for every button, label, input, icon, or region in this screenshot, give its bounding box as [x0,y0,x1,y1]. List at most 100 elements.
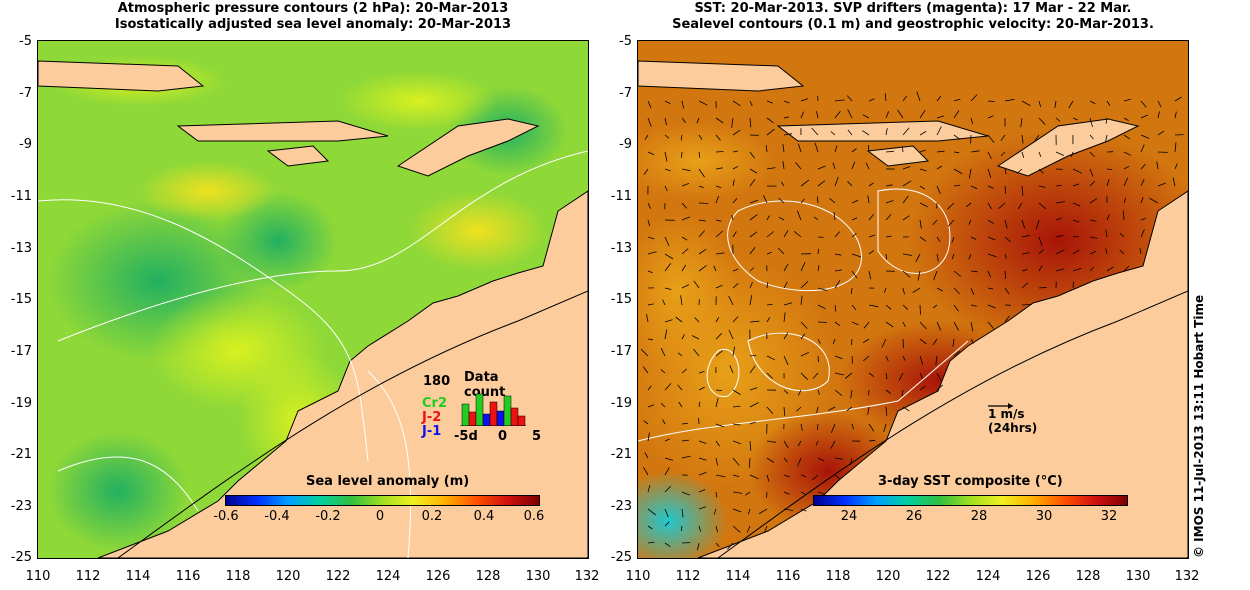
velocity-arrow [1004,219,1008,229]
velocity-arrow [1038,265,1043,272]
x-tick: 112 [675,569,701,584]
velocity-arrow [647,100,652,109]
velocity-arrow [766,282,769,289]
velocity-arrow [1055,151,1065,156]
velocity-arrow [681,422,688,425]
velocity-scale-arrowhead [1008,403,1013,409]
velocity-arrow [834,280,841,289]
velocity-arrow [698,230,705,238]
velocity-arrow [800,262,806,272]
velocity-arrow [1021,269,1028,272]
velocity-arrow [987,100,995,102]
velocity-arrow [681,439,690,442]
velocity-arrow [664,319,673,323]
velocity-arrow [1119,249,1125,255]
sst-australia-land [697,190,1188,558]
velocity-arrow [898,372,904,381]
sla-colorbar-tick: -0.2 [315,509,341,524]
velocity-arrow [749,355,757,357]
y-tick: -5 [619,34,632,49]
histogram-legend-j2: J-2 [422,410,442,425]
velocity-arrow [868,214,875,221]
velocity-arrow [936,115,945,119]
velocity-arrow [948,219,955,227]
velocity-arrow [698,202,709,204]
velocity-arrow [868,372,875,378]
velocity-arrow [766,215,770,221]
velocity-arrow [732,346,735,357]
x-tick: 122 [325,569,351,584]
velocity-arrow [715,151,724,153]
velocity-arrow [919,131,927,136]
sla-java-land [38,60,205,92]
velocity-arrow [778,197,785,204]
velocity-arrow [1139,247,1142,255]
velocity-arrow [727,542,734,550]
velocity-arrow [698,219,706,222]
velocity-arrow [681,100,684,109]
velocity-arrow [793,230,802,238]
x-tick: 118 [825,569,851,584]
velocity-arrow [643,168,649,175]
velocity-arrow [681,334,685,340]
sla-colorbar-label: Sea level anomaly (m) [306,474,470,489]
velocity-arrow [868,250,875,255]
velocity-arrow [731,117,734,128]
velocity-arrow [749,440,752,451]
velocity-arrow [1140,134,1150,139]
histogram-inset: 180 Data count Cr2 J-2 J-1 -5d 0 5 [418,366,541,446]
velocity-arrow [1072,183,1080,187]
velocity-arrow [812,474,819,481]
y-tick: -13 [610,241,632,256]
y-tick: -7 [619,86,632,101]
velocity-arrow [749,117,752,128]
velocity-arrow [952,338,955,347]
velocity-arrow [947,202,955,210]
velocity-arrow [1140,218,1146,221]
velocity-arrow [698,472,707,476]
velocity-arrow [846,406,853,412]
velocity-arrow [936,372,942,381]
velocity-arrow [1055,249,1065,255]
velocity-arrow [1089,100,1096,105]
velocity-arrow [664,134,670,139]
velocity-arrow [749,246,756,255]
velocity-arrow [715,525,718,533]
velocity-arrow [1054,100,1057,108]
sst-colorbar-label: 3-day SST composite (°C) [878,474,1063,489]
velocity-arrow [968,253,972,260]
velocity-arrow [817,248,820,255]
velocity-arrow [868,304,879,308]
velocity-arrow [919,236,927,242]
velocity-arrow [1055,117,1061,122]
velocity-arrow [1068,100,1074,109]
velocity-arrow [749,474,759,480]
velocity-arrow [847,129,853,136]
velocity-arrow [662,419,666,425]
velocity-arrow [851,304,857,310]
velocity-arrow [698,100,708,106]
velocity-arrow [862,130,870,136]
sst-colorbar-tick: 30 [1035,509,1053,524]
velocity-arrow [817,304,826,310]
velocity-arrow [800,111,804,119]
y-tick: -15 [10,292,32,307]
velocity-arrow [916,91,921,102]
velocity-arrow [951,236,955,243]
credit-text: © IMOS 11-Jul-2013 13:11 Hobart Time [1192,294,1206,558]
velocity-arrow [919,219,922,229]
velocity-arrow [1004,168,1007,175]
sla-sumba-land [266,145,330,167]
velocity-arrow [834,474,841,480]
velocity-arrow [680,295,683,306]
velocity-arrow [936,95,942,102]
velocity-arrow [834,176,839,187]
velocity-arrow [731,214,734,221]
velocity-arrow [1004,98,1015,102]
velocity-arrow [1105,117,1108,124]
velocity-arrow [867,195,870,204]
velocity-arrow [919,202,928,208]
y-tick: -21 [610,447,632,462]
velocity-arrow [698,371,705,374]
velocity-arrow [1038,286,1047,289]
